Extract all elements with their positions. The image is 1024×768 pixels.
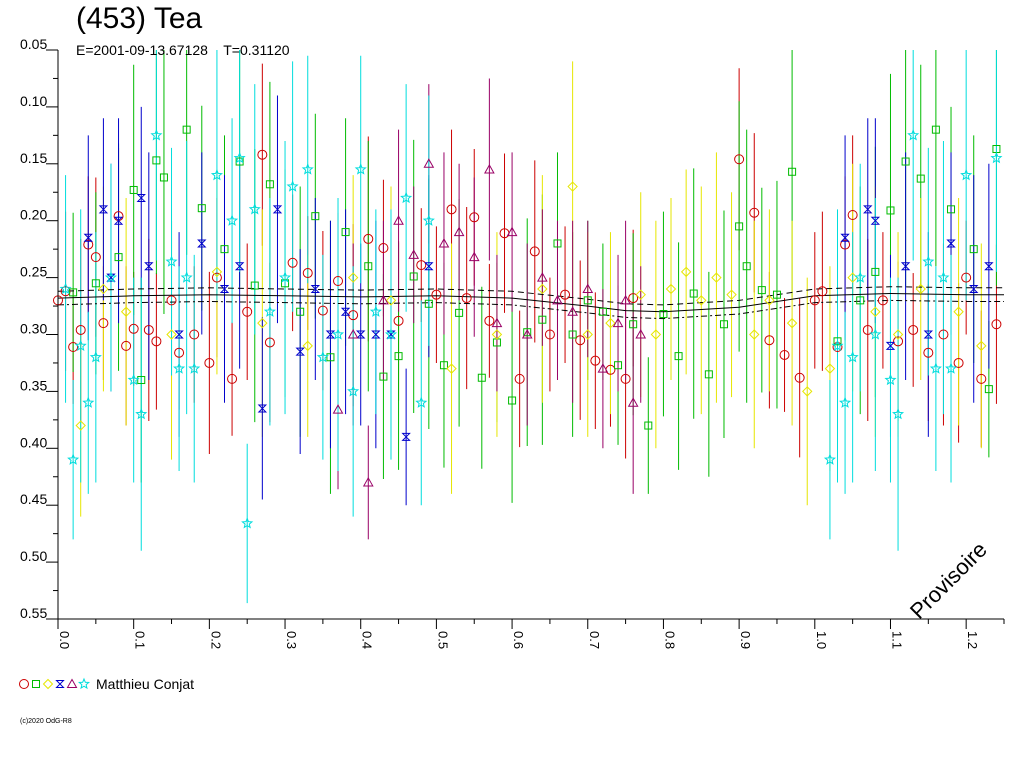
y-tick-label: 0.10: [20, 93, 47, 109]
fit-curve-upper: [58, 287, 1004, 305]
y-tick-label: 0.40: [20, 434, 47, 450]
y-tick-label: 0.20: [20, 207, 47, 223]
x-tick-label: 1.2: [965, 631, 980, 649]
legend-marker: [57, 681, 64, 688]
y-tick-label: 0.50: [20, 548, 47, 564]
x-tick-label: 1.0: [814, 631, 829, 649]
chart-title: (453) Tea: [76, 2, 202, 36]
copyright-notice: (c)2020 OdG-R8: [20, 718, 72, 725]
y-tick-label: 0.35: [20, 377, 47, 393]
legend-marker: [44, 680, 53, 689]
legend-marker: [20, 680, 29, 689]
x-tick-label: 0.3: [284, 631, 299, 649]
x-tick-label: 0.0: [57, 631, 72, 649]
x-tick-label: 1.1: [889, 631, 904, 649]
x-tick-label: 0.8: [662, 631, 677, 649]
x-tick-label: 0.7: [587, 631, 602, 649]
error-bars: [58, 50, 996, 603]
x-tick-label: 0.2: [208, 631, 223, 649]
x-tick-label: 0.4: [360, 631, 375, 649]
y-tick-label: 0.45: [20, 491, 47, 507]
fit-curve: [58, 294, 1004, 312]
legend-marker: [68, 680, 77, 688]
legend-symbols: [18, 674, 92, 694]
y-tick-label: 0.15: [20, 150, 47, 166]
legend-label: Matthieu Conjat: [96, 676, 194, 692]
fit-curve-lower: [58, 300, 1004, 318]
y-tick-label: 0.30: [20, 321, 47, 337]
y-tick-label: 0.05: [20, 36, 47, 52]
y-tick-label: 0.25: [20, 264, 47, 280]
fit-curves: [58, 287, 1004, 319]
legend-marker: [79, 679, 89, 688]
x-tick-label: 0.1: [133, 631, 148, 649]
x-tick-label: 0.5: [435, 631, 450, 649]
legend: Matthieu Conjat: [18, 674, 194, 694]
y-tick-label: 0.55: [20, 605, 47, 621]
legend-marker: [33, 681, 40, 688]
x-tick-label: 0.6: [511, 631, 526, 649]
chart-subtitle: E=2001-09-13.67128 T=0.31120: [76, 42, 290, 58]
x-tick-label: 0.9: [738, 631, 753, 649]
